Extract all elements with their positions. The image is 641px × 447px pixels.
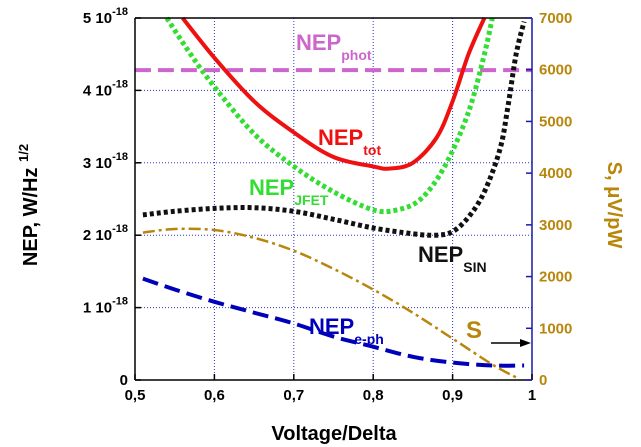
series-line-nep_tot [181,16,487,171]
y-left-tick-label: 3 10-18 [83,151,128,172]
series-label-main: NEP [309,314,354,339]
y-left-tick-mantissa: 5 10 [83,10,112,27]
x-tick-label: 0,5 [125,387,146,404]
series-line-nep_sin [142,20,527,238]
y-right-tick-label: 7000 [539,10,572,27]
y-axis-left-title-main: NEP, W/Hz [20,168,42,267]
y-right-tick-label: 3000 [539,217,572,234]
series-label-subscript: phot [341,47,372,63]
series-label-nep_tot: NEPtot [318,125,381,158]
x-tick-label: 0,9 [442,387,463,404]
y-left-tick-label: 4 10-18 [83,78,128,99]
y-left-tick-exponent: -18 [112,6,128,18]
series-label-subscript: tot [363,142,381,158]
x-tick-label: 0,6 [204,387,225,404]
y-left-tick-mantissa: 1 10 [83,300,112,317]
grid [135,18,532,380]
series-label-nep_sin: NEPSIN [418,242,487,275]
y-axis-left-title: NEP, W/Hz 1/2 [16,144,42,266]
series-label-subscript: JFET [294,192,329,208]
y-left-tick-label: 2 10-18 [83,223,128,244]
series-line-s [142,227,517,379]
plot-frame [134,17,533,381]
series-label-main: S [466,317,482,344]
series-label-s: S [466,317,482,344]
y-right-tick-label: 5000 [539,113,572,130]
y-left-tick-exponent: -18 [112,223,128,235]
y-left-tick-label: 1 10-18 [83,296,128,317]
y-left-tick-label: 0 [120,372,128,389]
y-right-tick-label: 6000 [539,62,572,79]
s-axis-arrow-head [520,339,531,347]
series-label-main: NEP [318,125,363,150]
y-left-tick-mantissa: 0 [120,372,128,389]
y-right-tick-label: 1000 [539,320,572,337]
series-line-nep_e-ph [142,276,525,368]
y-left-tick-exponent: -18 [112,78,128,90]
series-label-nep_jfet: NEPJFET [249,175,329,208]
series-label-main: NEP [418,242,463,267]
series-layer [134,16,532,379]
y-left-tick-mantissa: 4 10 [83,82,112,99]
axis-ticks: 0,5 0,6 0,7 0,8 0,9 101 10-182 10-183 10-184 … [83,6,572,404]
y-left-tick-mantissa: 3 10 [83,155,112,172]
series-line-nep_jfet [164,16,495,215]
y-axis-right-title: S, μV/pW [603,162,625,249]
x-tick-label: 0,8 [363,387,384,404]
y-right-tick-label: 4000 [539,165,572,182]
y-right-tick-label: 0 [539,372,547,389]
series-label-subscript: e-ph [354,331,384,347]
x-tick-label: 1 [528,387,536,404]
series-label-nep_e-ph: NEPe-ph [309,314,384,347]
y-left-tick-label: 5 10-18 [83,6,128,27]
y-axis-left-title-exponent: 1/2 [16,144,31,162]
x-axis-title: Voltage/Delta [271,423,397,445]
series-label-main: NEP [296,30,341,55]
x-tick-label: 0,7 [283,387,304,404]
y-right-tick-label: 2000 [539,269,572,286]
y-left-tick-exponent: -18 [112,151,128,163]
series-label-nep_phot: NEPphot [296,30,372,63]
series-label-subscript: SIN [463,259,486,275]
y-left-tick-mantissa: 2 10 [83,227,112,244]
y-left-tick-exponent: -18 [112,296,128,308]
series-label-main: NEP [249,175,294,200]
